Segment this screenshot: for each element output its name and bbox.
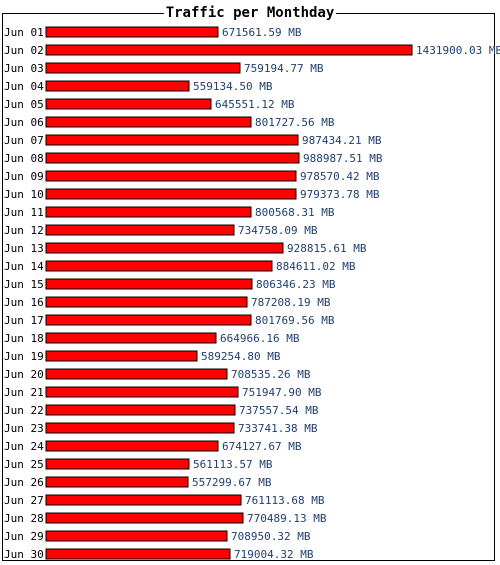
- day-label: Jun 15: [4, 278, 44, 291]
- value-label: 978570.42 MB: [300, 170, 380, 183]
- traffic-bar: [45, 530, 228, 542]
- value-label: 759194.77 MB: [244, 62, 324, 75]
- day-label: Jun 21: [4, 386, 44, 399]
- day-label: Jun 17: [4, 314, 44, 327]
- traffic-bar: [45, 188, 297, 200]
- day-label: Jun 09: [4, 170, 44, 183]
- traffic-bar: [45, 206, 252, 218]
- traffic-bar: [45, 80, 190, 92]
- traffic-bar: [45, 476, 189, 488]
- value-label: 787208.19 MB: [251, 296, 331, 309]
- day-label: Jun 08: [4, 152, 44, 165]
- day-label: Jun 06: [4, 116, 44, 129]
- value-label: 988987.51 MB: [303, 152, 383, 165]
- value-label: 561113.57 MB: [193, 458, 273, 471]
- traffic-bar: [45, 170, 297, 182]
- traffic-bar: [45, 296, 248, 308]
- day-label: Jun 30: [4, 548, 44, 561]
- day-label: Jun 01: [4, 26, 44, 39]
- value-label: 928815.61 MB: [287, 242, 367, 255]
- traffic-bar: [45, 386, 239, 398]
- value-label: 761113.68 MB: [245, 494, 325, 507]
- value-label: 733741.38 MB: [238, 422, 318, 435]
- value-label: 674127.67 MB: [222, 440, 302, 453]
- traffic-bar: [45, 422, 235, 434]
- day-label: Jun 20: [4, 368, 44, 381]
- day-label: Jun 16: [4, 296, 44, 309]
- traffic-bar: [45, 404, 236, 416]
- value-label: 719004.32 MB: [234, 548, 314, 561]
- day-label: Jun 25: [4, 458, 44, 471]
- value-label: 671561.59 MB: [222, 26, 302, 39]
- traffic-bar: [45, 440, 219, 452]
- day-label: Jun 07: [4, 134, 44, 147]
- day-label: Jun 18: [4, 332, 44, 345]
- value-label: 589254.80 MB: [201, 350, 281, 363]
- value-label: 708535.26 MB: [231, 368, 311, 381]
- day-label: Jun 29: [4, 530, 44, 543]
- day-label: Jun 04: [4, 80, 44, 93]
- day-label: Jun 14: [4, 260, 44, 273]
- value-label: 708950.32 MB: [231, 530, 311, 543]
- traffic-bar: [45, 368, 228, 380]
- traffic-bar: [45, 242, 284, 254]
- traffic-bar: [45, 134, 299, 146]
- day-label: Jun 12: [4, 224, 44, 237]
- day-label: Jun 05: [4, 98, 44, 111]
- value-label: 979373.78 MB: [300, 188, 380, 201]
- traffic-bar: [45, 152, 300, 164]
- traffic-bar: [45, 26, 219, 38]
- traffic-bar: [45, 224, 235, 236]
- traffic-bar: [45, 350, 198, 362]
- value-label: 557299.67 MB: [192, 476, 272, 489]
- traffic-bar: [45, 512, 244, 524]
- traffic-bar: [45, 44, 413, 56]
- value-label: 801769.56 MB: [255, 314, 335, 327]
- traffic-bar: [45, 278, 253, 290]
- day-label: Jun 23: [4, 422, 44, 435]
- traffic-bar: [45, 260, 273, 272]
- traffic-bar: [45, 62, 241, 74]
- day-label: Jun 22: [4, 404, 44, 417]
- value-label: 737557.54 MB: [239, 404, 319, 417]
- traffic-bar: [45, 548, 231, 560]
- day-label: Jun 10: [4, 188, 44, 201]
- value-label: 751947.90 MB: [242, 386, 322, 399]
- traffic-bar: [45, 332, 217, 344]
- value-label: 806346.23 MB: [256, 278, 336, 291]
- day-label: Jun 11: [4, 206, 44, 219]
- value-label: 559134.50 MB: [193, 80, 273, 93]
- value-label: 645551.12 MB: [215, 98, 295, 111]
- day-label: Jun 24: [4, 440, 44, 453]
- traffic-bar: [45, 458, 190, 470]
- value-label: 884611.02 MB: [276, 260, 356, 273]
- traffic-bar: [45, 116, 252, 128]
- traffic-bar: [45, 314, 252, 326]
- day-label: Jun 26: [4, 476, 44, 489]
- day-label: Jun 27: [4, 494, 44, 507]
- value-label: 734758.09 MB: [238, 224, 318, 237]
- chart-title: Traffic per Monthday: [163, 5, 337, 21]
- day-label: Jun 28: [4, 512, 44, 525]
- value-label: 664966.16 MB: [220, 332, 300, 345]
- value-label: 1431900.03 MB: [416, 44, 500, 57]
- day-label: Jun 19: [4, 350, 44, 363]
- value-label: 770489.13 MB: [247, 512, 327, 525]
- traffic-bar: [45, 98, 212, 110]
- value-label: 801727.56 MB: [255, 116, 335, 129]
- day-label: Jun 13: [4, 242, 44, 255]
- value-label: 987434.21 MB: [302, 134, 382, 147]
- traffic-bar: [45, 494, 242, 506]
- day-label: Jun 02: [4, 44, 44, 57]
- value-label: 800568.31 MB: [255, 206, 335, 219]
- day-label: Jun 03: [4, 62, 44, 75]
